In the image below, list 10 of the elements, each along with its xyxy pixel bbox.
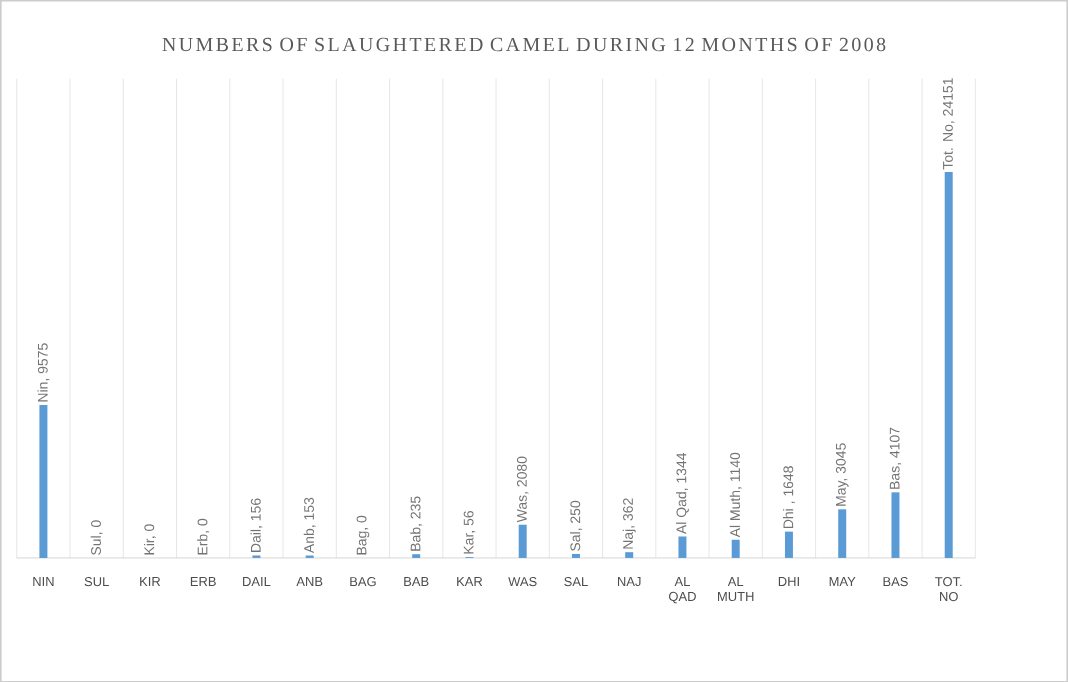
bar (731, 539, 740, 558)
bar (625, 551, 634, 558)
bar (838, 509, 847, 558)
bar (39, 404, 48, 558)
bar (784, 531, 793, 558)
bar (891, 492, 900, 558)
bar (518, 524, 527, 558)
bar (678, 536, 687, 558)
bar (944, 171, 953, 558)
chart-title: NUMBERS OF SLAUGHTERED CAMEL DURING 12 MONTHS OF 2008 (162, 37, 886, 51)
